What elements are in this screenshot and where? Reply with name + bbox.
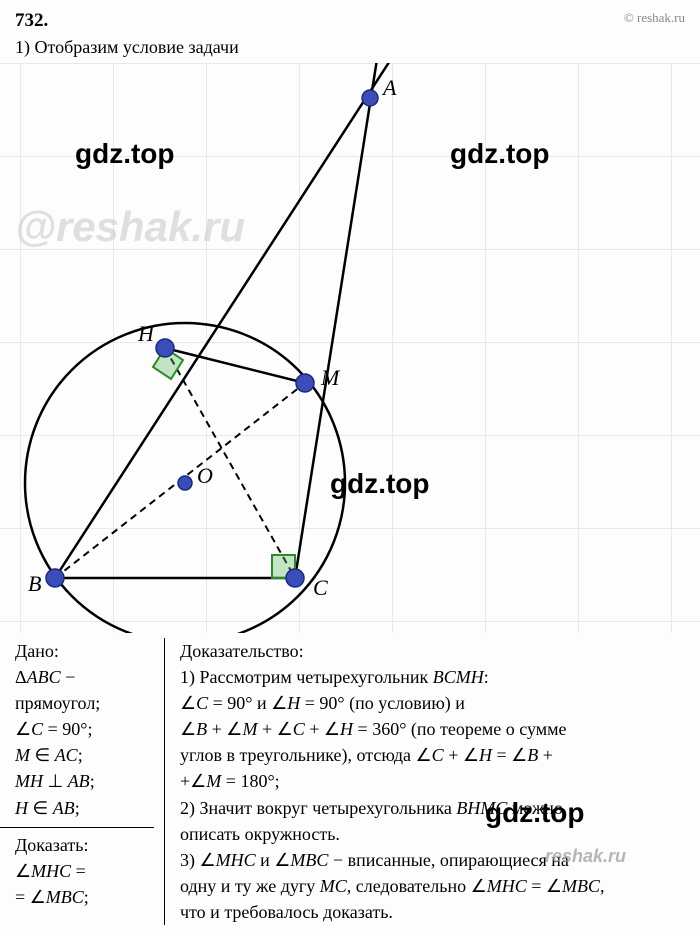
prove-line: = ∠MBC; (15, 884, 154, 910)
proof-line: 2) Значит вокруг четырехугольника BHMC м… (180, 795, 685, 821)
proof-line: углов в треугольнике), отсюда ∠C + ∠H = … (180, 742, 685, 768)
proof-line: одну и ту же дугу MC, следовательно ∠MHC… (180, 873, 685, 899)
proof-line: что и требовалось доказать. (180, 899, 685, 925)
given-line: MH ⊥ AB; (15, 768, 154, 794)
problem-number: 732. (15, 10, 48, 32)
given-line: прямоугол; (15, 690, 154, 716)
proof-line: +∠M = 180°; (180, 768, 685, 794)
given-line: ∠C = 90°; (15, 716, 154, 742)
svg-text:A: A (381, 75, 397, 100)
given-title: Дано: (15, 638, 154, 664)
given-line: ΔABC − (15, 664, 154, 690)
proof-column: gdz.top reshak.ru Доказательство: 1) Рас… (165, 638, 685, 925)
proof-title: Доказательство: (180, 638, 685, 664)
proof-line: ∠B + ∠M + ∠C + ∠H = 360° (по теореме о с… (180, 716, 685, 742)
prove-title: Доказать: (15, 832, 154, 858)
svg-text:O: O (197, 463, 213, 488)
given-line: M ∈ AC; (15, 742, 154, 768)
copyright: © reshak.ru (624, 10, 685, 26)
divider (0, 827, 154, 828)
prove-line: ∠MHC = (15, 858, 154, 884)
proof-line: описать окружность. (180, 821, 685, 847)
svg-text:B: B (28, 571, 41, 596)
svg-text:H: H (137, 321, 155, 346)
proof-line: 1) Рассмотрим четырехугольник BCMH: (180, 664, 685, 690)
svg-text:C: C (313, 575, 328, 600)
proof-line: 3) ∠MHC и ∠MBC − вписанные, опирающиеся … (180, 847, 685, 873)
geometry-figure: A H M O B C (0, 63, 700, 633)
proof-section: Дано: ΔABC − прямоугол; ∠C = 90°; M ∈ AC… (0, 633, 700, 935)
given-column: Дано: ΔABC − прямоугол; ∠C = 90°; M ∈ AC… (15, 638, 165, 925)
proof-line: ∠C = 90° и ∠H = 90° (по условию) и (180, 690, 685, 716)
svg-text:M: M (320, 365, 341, 390)
subtitle: 1) Отобразим условие задачи (0, 37, 700, 63)
diagram: gdz.top gdz.top @reshak.ru gdz.top (0, 63, 700, 633)
given-line: H ∈ AB; (15, 795, 154, 821)
